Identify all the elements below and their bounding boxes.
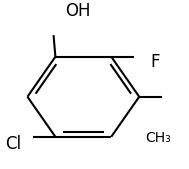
Text: CH₃: CH₃ <box>146 131 171 145</box>
Text: Cl: Cl <box>5 135 21 153</box>
Text: OH: OH <box>65 3 91 20</box>
Text: F: F <box>150 53 160 71</box>
